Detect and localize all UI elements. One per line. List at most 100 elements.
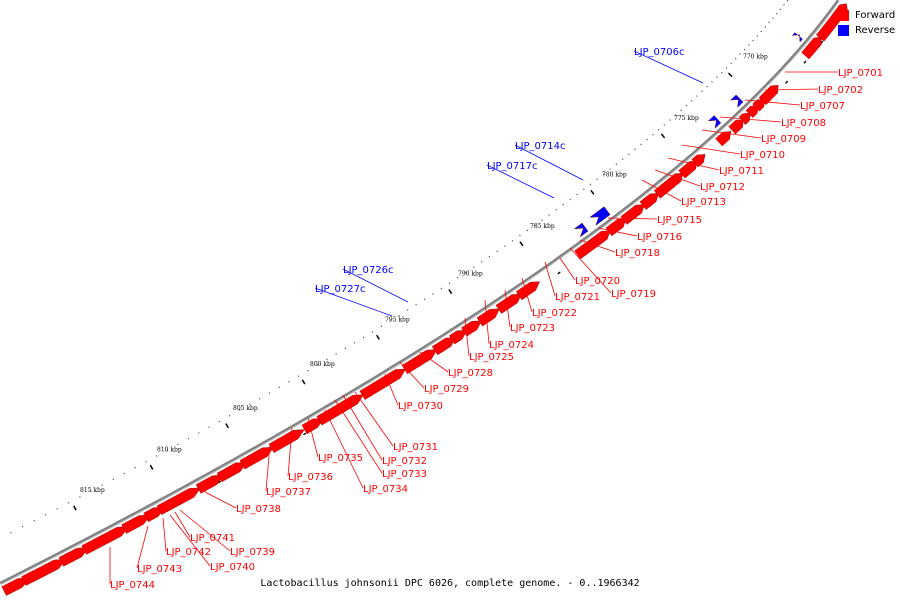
scale-dot [10, 532, 12, 534]
tick-label: 800 kbp [310, 361, 335, 368]
tick-label: 785 kbp [530, 223, 555, 230]
scale-dot [166, 449, 168, 451]
scale-dot [596, 178, 598, 180]
forward-gene [156, 487, 202, 515]
forward-gene-label-leader [654, 169, 701, 187]
forward-gene-label-leader [484, 299, 490, 345]
forward-gene-label-leader [464, 317, 470, 357]
tick-mark [727, 72, 733, 78]
scale-dot [716, 76, 718, 78]
forward-gene [449, 330, 468, 345]
scale-dot [721, 71, 723, 74]
legend-forward-label: Forward [855, 10, 896, 21]
forward-gene-label: LJP_0720 [575, 276, 620, 287]
feature-tick [303, 432, 307, 436]
forward-gene-label-leader [204, 491, 237, 509]
scale-dot [316, 364, 319, 366]
genome-backbone [0, 0, 839, 584]
feature-tick [803, 60, 807, 64]
forward-gene-label: LJP_0740 [210, 562, 255, 573]
scale-dot [691, 100, 693, 102]
scale-dot [21, 526, 24, 528]
scale-dot [768, 21, 770, 24]
tick-mark [301, 379, 306, 385]
scale-dot [406, 309, 409, 311]
scale-dot [669, 119, 671, 121]
scale-dot [569, 198, 571, 201]
tick-label: 770 kbp [743, 54, 768, 61]
scale-dot [504, 245, 506, 247]
forward-gene [476, 308, 500, 327]
tick-label: 805 kbp [233, 405, 258, 412]
scale-dot [208, 426, 210, 428]
forward-gene-label: LJP_0735 [318, 453, 363, 464]
scale-dot [249, 403, 251, 405]
scale-dot [562, 204, 564, 206]
scale-dot [496, 250, 498, 252]
forward-gene-label-leader [579, 239, 616, 253]
legend-forward: Forward [838, 8, 895, 23]
scale-dot [548, 214, 550, 216]
scale-dot [423, 298, 426, 300]
forward-gene-label: LJP_0723 [510, 323, 555, 334]
scale-dot [776, 13, 778, 15]
forward-gene-label-leader [136, 525, 149, 569]
forward-gene-label-leader [521, 277, 533, 313]
forward-gene-label: LJP_0739 [230, 547, 275, 558]
forward-gene-label: LJP_0725 [469, 352, 514, 363]
forward-gene-label-leader [681, 144, 741, 155]
scale-dot [640, 143, 642, 146]
tick-mark [448, 289, 453, 295]
reverse-gene [791, 32, 803, 43]
forward-gene-label-leader [744, 99, 801, 106]
scale-dot [432, 293, 434, 295]
scale-dot [335, 353, 337, 355]
forward-gene [715, 131, 732, 147]
forward-gene [359, 368, 407, 400]
tick-mark [590, 189, 595, 195]
forward-gene-label-leader [354, 391, 394, 447]
reverse-gene-label-leader [633, 50, 704, 84]
scale-dot [685, 105, 687, 107]
forward-gene-label: LJP_0722 [532, 308, 577, 319]
scale-dot [609, 168, 611, 170]
scale-dot [389, 320, 391, 322]
scale-dot [519, 235, 521, 237]
tick-label: 810 kbp [157, 447, 182, 454]
scale-dot [198, 432, 200, 434]
scale-dot [177, 443, 179, 446]
forward-gene [738, 112, 751, 125]
scale-dot [344, 347, 346, 349]
forward-gene-label: LJP_0709 [761, 134, 806, 145]
scale-dot [145, 461, 147, 463]
forward-gene-label-leader [641, 179, 682, 202]
scale-dot [79, 496, 81, 498]
tick-mark [225, 423, 229, 429]
scale-dot [156, 455, 158, 457]
reverse-gene [573, 222, 589, 238]
forward-gene-label-leader [504, 289, 511, 328]
scale-dot [123, 472, 125, 475]
tick-mark [519, 241, 524, 247]
forward-gene-label: LJP_0741 [190, 533, 235, 544]
forward-gene-label: LJP_0734 [363, 484, 408, 495]
forward-gene-label: LJP_0731 [393, 442, 438, 453]
scale-dot [760, 30, 762, 33]
scale-dot [674, 114, 677, 116]
scale-dot [415, 304, 417, 306]
legend: Forward Reverse [838, 8, 895, 38]
scale-dot [680, 109, 682, 112]
forward-gene-label: LJP_0712 [700, 182, 745, 193]
scale-dot [534, 224, 536, 226]
forward-gene-label-leader [342, 394, 383, 461]
forward-gene-label: LJP_0721 [555, 292, 600, 303]
scale-dot [218, 420, 221, 423]
tick-label: 780 kbp [602, 171, 627, 178]
scale-dot [628, 153, 630, 155]
forward-gene-label-leader [334, 399, 383, 474]
scale-dot [488, 255, 491, 258]
reverse-gene-label: LJP_0726c [343, 265, 394, 276]
feature-tick [557, 271, 561, 275]
scale-dot [440, 287, 442, 290]
scale-dot [526, 229, 528, 232]
